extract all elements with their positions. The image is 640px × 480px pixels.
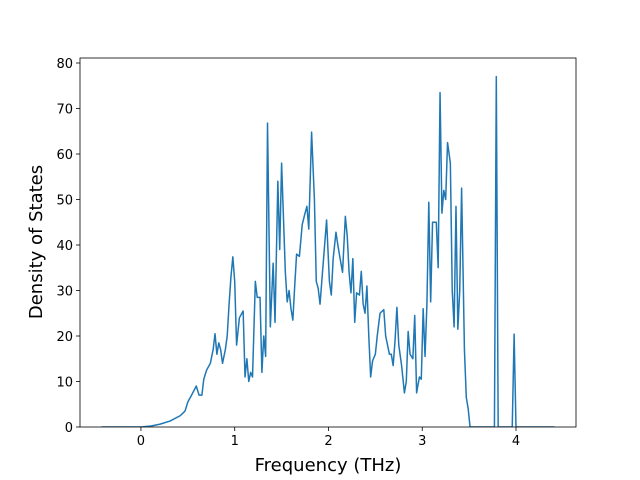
plot-frame <box>79 57 577 428</box>
y-tick-label: 30 <box>56 285 73 300</box>
y-tick-label: 40 <box>56 239 73 254</box>
x-tick-label: 1 <box>231 434 239 449</box>
line <box>101 75 555 427</box>
x-tick-label: 4 <box>512 434 520 449</box>
y-tick-label: 10 <box>56 376 73 391</box>
y-tick-label: 0 <box>65 421 73 436</box>
y-tick-label: 60 <box>56 148 73 163</box>
x-axis-label: Frequency (THz) <box>255 455 402 476</box>
x-tick-label: 0 <box>137 434 145 449</box>
y-tick-label: 80 <box>56 57 73 72</box>
y-tick-label: 20 <box>56 330 73 345</box>
y-tick-label: 70 <box>56 103 73 118</box>
y-axis-label: Density of States <box>26 165 47 319</box>
y-tick-label: 50 <box>56 194 73 209</box>
x-tick-label: 2 <box>324 434 332 449</box>
x-tick-label: 3 <box>418 434 426 449</box>
